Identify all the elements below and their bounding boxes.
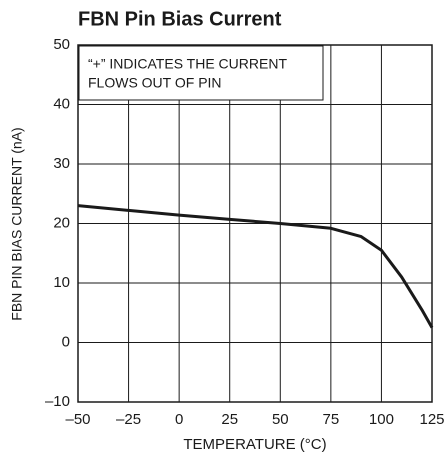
x-tick-label: 0 — [175, 411, 183, 428]
x-tick-label: 125 — [419, 411, 444, 428]
annotation-box — [78, 45, 324, 101]
x-tick-label: –50 — [65, 411, 90, 428]
annotation: “+” INDICATES THE CURRENT — [88, 56, 287, 72]
line — [77, 204, 434, 329]
chart-title: FBN Pin Bias Current — [78, 8, 282, 30]
y-tick-label: 10 — [53, 274, 70, 291]
x-tick-label: 50 — [272, 411, 289, 428]
x-tick-label: 25 — [221, 411, 238, 428]
y-axis-label: FBN PIN BIAS CURRENT (nA) — [9, 127, 25, 320]
y-tick-label: 50 — [53, 36, 70, 53]
y-tick-label: 0 — [62, 333, 70, 350]
annotation: FLOWS OUT OF PIN — [88, 75, 222, 91]
plot-frame — [77, 44, 433, 403]
x-tick-label: 75 — [323, 411, 340, 428]
x-axis-label: TEMPERATURE (°C) — [183, 436, 326, 453]
x-tick-label: –25 — [116, 411, 141, 428]
x-tick-label: 100 — [369, 411, 394, 428]
y-tick-label: 30 — [53, 155, 70, 172]
y-tick-label: –10 — [45, 393, 70, 410]
y-tick-label: 20 — [53, 214, 70, 231]
y-tick-label: 40 — [53, 95, 70, 112]
